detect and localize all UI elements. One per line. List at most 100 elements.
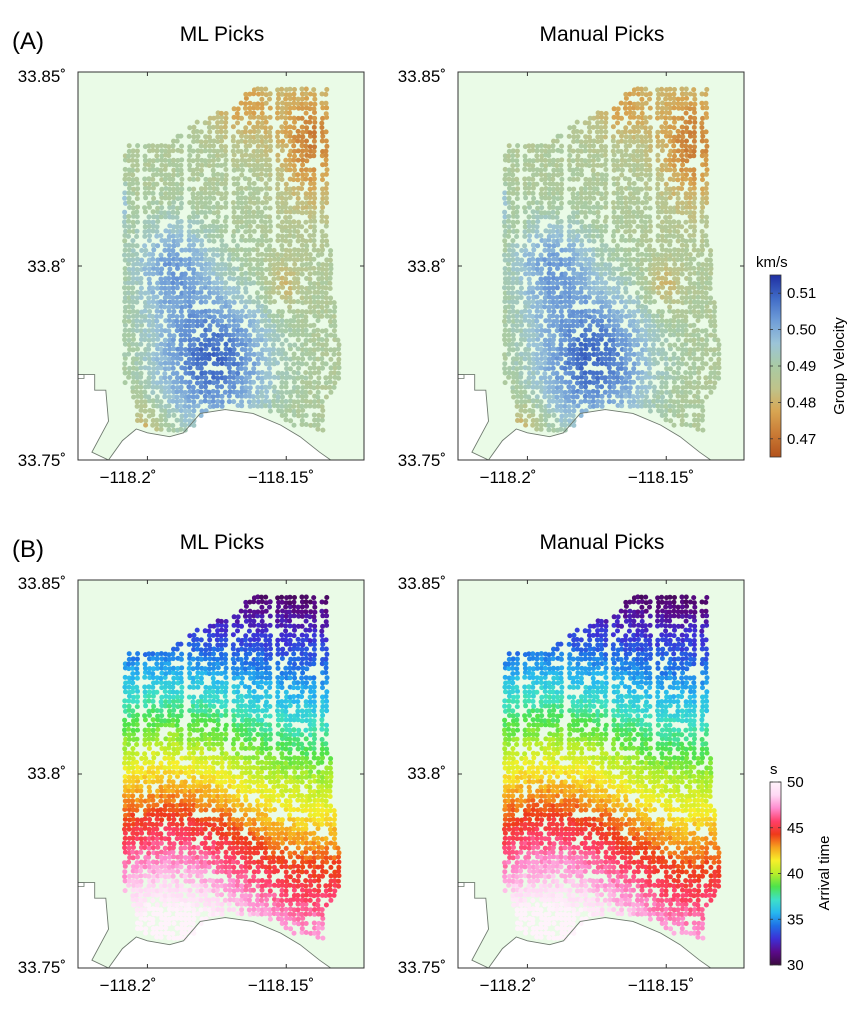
station-dot (135, 219, 140, 225)
station-dot (159, 162, 165, 168)
station-dot (183, 413, 189, 419)
station-dot (154, 394, 160, 400)
station-dot (586, 356, 592, 362)
station-dot (315, 318, 321, 324)
station-dot (510, 341, 516, 347)
station-dot (259, 393, 265, 399)
station-dot (275, 313, 280, 319)
station-dot (246, 389, 252, 395)
station-dot (227, 374, 233, 380)
station-dot (231, 370, 236, 376)
station-dot (174, 280, 180, 286)
station-dot (663, 196, 669, 202)
station-dot (595, 356, 601, 362)
station-dot (323, 91, 329, 97)
station-dot (320, 427, 326, 433)
station-dot (551, 243, 557, 249)
station-dot (218, 336, 224, 342)
station-dot (187, 125, 193, 131)
station-dot (267, 399, 273, 405)
station-dot (316, 281, 321, 287)
station-dot (510, 172, 516, 178)
station-dot (238, 185, 244, 191)
station-dot (243, 356, 248, 362)
station-dot (526, 356, 532, 362)
station-dot (179, 143, 185, 149)
station-dot (262, 384, 268, 390)
station-dot (530, 176, 536, 182)
station-dot (254, 247, 260, 253)
station-dot (191, 210, 196, 216)
station-dot (522, 243, 528, 249)
station-dot (595, 177, 601, 183)
station-dot (254, 290, 260, 296)
station-dot (255, 375, 261, 381)
station-dot (623, 110, 629, 116)
station-dot (502, 238, 508, 244)
station-dot (663, 215, 669, 220)
station-dot (183, 304, 188, 309)
station-dot (275, 200, 280, 206)
station-dot (675, 128, 681, 134)
station-dot (555, 323, 561, 329)
station-dot (319, 120, 325, 126)
station-dot (603, 204, 609, 210)
station-dot (599, 384, 605, 390)
station-dot (655, 261, 661, 267)
station-dot (506, 285, 512, 291)
station-dot (275, 115, 280, 121)
station-dot (275, 333, 281, 339)
station-dot (315, 289, 321, 295)
station-dot (163, 163, 169, 169)
station-dot (607, 384, 613, 390)
station-dot (652, 299, 657, 305)
station-dot (660, 347, 666, 353)
station-dot (506, 252, 512, 258)
station-dot (691, 322, 697, 328)
station-dot (131, 186, 137, 192)
station-dot (687, 144, 693, 150)
station-dot (219, 256, 225, 262)
station-dot (295, 271, 301, 277)
station-dot (154, 157, 160, 163)
station-dot (546, 323, 552, 329)
station-dot (303, 322, 309, 328)
station-dot (251, 153, 257, 159)
station-dot (122, 276, 128, 282)
station-dot (239, 209, 245, 215)
station-dot (300, 162, 306, 168)
station-dot (320, 262, 326, 268)
station-dot (599, 256, 605, 262)
station-dot (680, 351, 685, 357)
station-dot (142, 205, 148, 211)
station-dot (615, 323, 621, 329)
station-dot (595, 318, 601, 324)
station-dot (679, 389, 685, 395)
station-dot (158, 313, 164, 319)
station-dot (571, 256, 577, 262)
station-dot (651, 285, 657, 291)
station-dot (178, 332, 184, 338)
station-dot (328, 365, 334, 371)
station-dot (687, 265, 693, 271)
station-dot (287, 152, 293, 158)
station-dot (283, 328, 289, 334)
station-dot (514, 191, 520, 197)
station-dot (599, 181, 605, 187)
station-dot (526, 162, 532, 168)
station-dot (554, 163, 560, 168)
station-dot (675, 313, 681, 319)
station-dot (679, 186, 685, 192)
station-dot (643, 129, 649, 135)
station-dot (234, 163, 240, 169)
station-dot (535, 143, 540, 149)
station-dot (243, 200, 249, 206)
station-dot (514, 276, 520, 282)
station-dot (526, 384, 532, 390)
station-dot (271, 247, 277, 253)
station-dot (316, 365, 322, 371)
station-dot (595, 252, 601, 258)
station-dot (635, 199, 641, 205)
station-dot (502, 195, 508, 201)
station-dot (307, 252, 313, 258)
